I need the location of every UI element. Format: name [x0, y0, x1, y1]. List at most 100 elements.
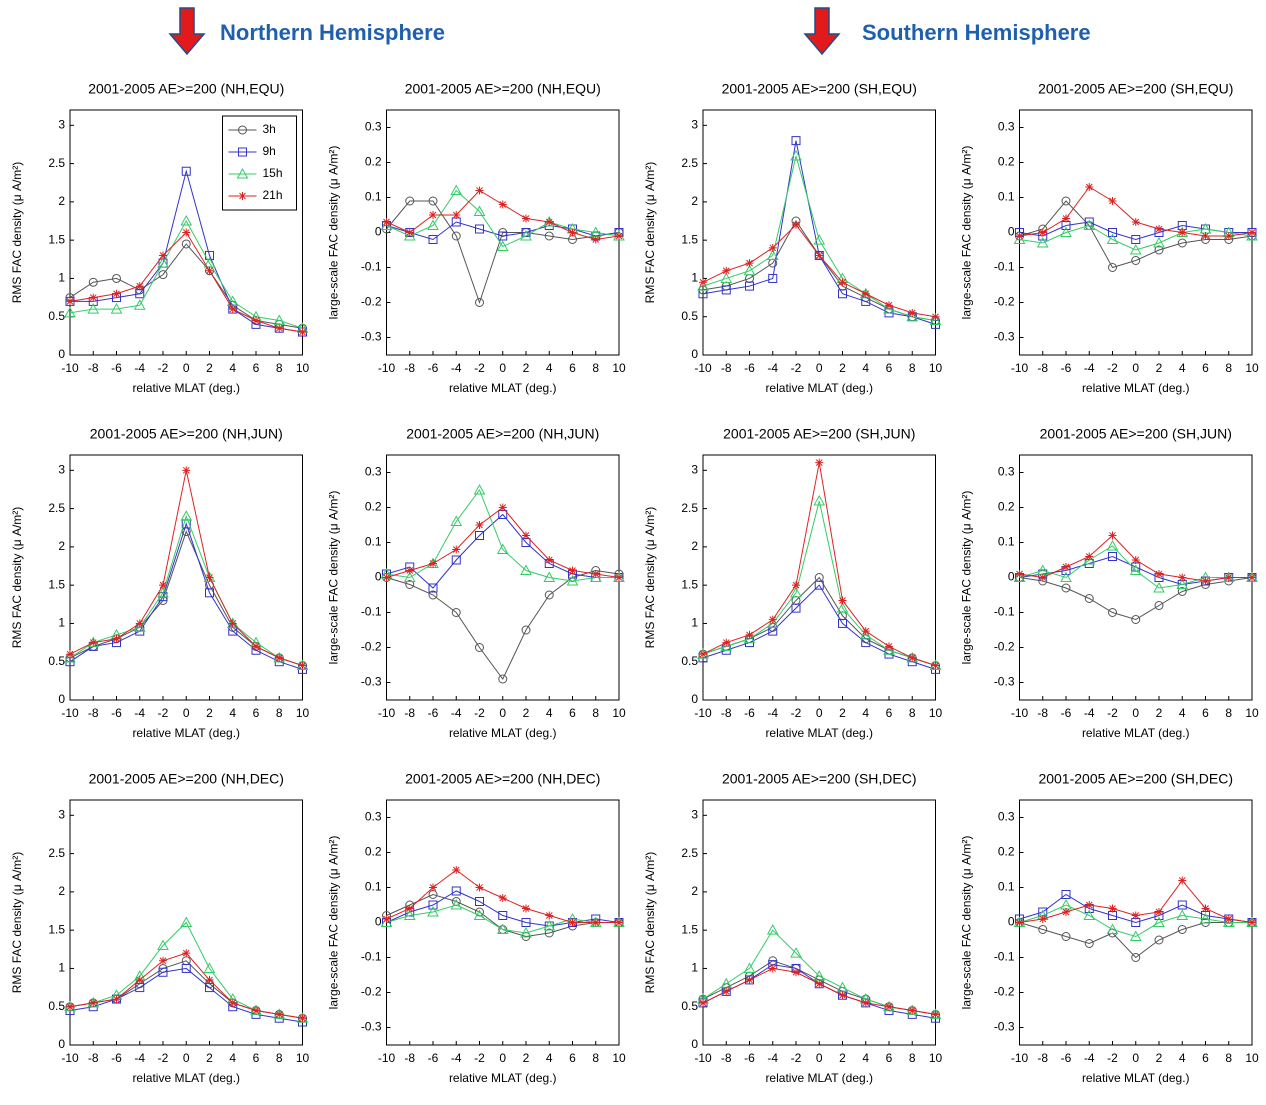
marker	[743, 264, 756, 276]
panel: 2001-2005 AE>=200 (NH,EQU) -0.3 -0.2 -0.1 0 0…	[327, 81, 626, 395]
y-tick-label: 3	[691, 462, 698, 476]
marker	[1155, 225, 1163, 233]
marker	[475, 521, 484, 529]
x-axis-label: relative MLAT (deg.)	[765, 1071, 873, 1085]
marker	[473, 483, 486, 495]
y-tick-label: -0.3	[994, 330, 1015, 344]
series-line	[70, 169, 303, 333]
chart-title: 2001-2005 AE>=200 (SH,JUN)	[1040, 426, 1232, 442]
marker	[451, 886, 461, 896]
x-tick-label: 6	[253, 1051, 260, 1065]
marker	[1153, 236, 1165, 248]
marker	[522, 531, 530, 540]
marker	[545, 218, 554, 226]
marker	[428, 900, 438, 910]
x-tick-label: 10	[929, 361, 943, 375]
x-tick-label: 6	[569, 1051, 576, 1065]
marker	[906, 310, 919, 322]
marker	[1154, 935, 1164, 945]
marker	[1061, 890, 1071, 899]
x-tick-label: 10	[1245, 706, 1259, 720]
series-line	[386, 904, 619, 934]
marker	[522, 904, 530, 913]
marker	[1015, 570, 1024, 578]
x-axis-label: relative MLAT (deg.)	[1082, 381, 1190, 395]
marker	[1155, 570, 1163, 578]
series-line	[702, 967, 936, 1015]
x-tick-label: 6	[1202, 1051, 1209, 1065]
panel: 2001-2005 AE>=200 (SH,JUN) -0.3 -0.2 -0.1 0 0…	[960, 426, 1259, 740]
x-tick-label: 6	[886, 361, 893, 375]
marker	[522, 214, 530, 223]
series-line	[386, 569, 620, 680]
x-tick-label: 10	[296, 706, 310, 720]
y-tick-label: -0.1	[361, 260, 382, 274]
marker	[452, 545, 461, 554]
y-tick-label: 1	[691, 271, 698, 285]
marker	[1108, 263, 1117, 272]
marker	[1108, 531, 1117, 540]
marker	[475, 224, 484, 234]
series-line	[69, 522, 303, 670]
x-tick-label: -6	[1061, 1051, 1072, 1065]
marker	[791, 603, 801, 613]
x-axis-label: relative MLAT (deg.)	[132, 381, 240, 395]
marker	[405, 566, 414, 575]
marker	[1061, 196, 1071, 206]
x-tick-label: -10	[378, 706, 396, 720]
marker	[403, 909, 416, 920]
marker	[452, 211, 461, 219]
marker	[87, 303, 100, 314]
series-line	[702, 964, 936, 1019]
marker	[89, 293, 98, 302]
x-tick-label: 0	[183, 706, 190, 720]
marker	[1083, 219, 1096, 230]
y-tick-label: 1.5	[48, 232, 65, 246]
x-tick-label: 2	[1156, 1051, 1163, 1065]
x-tick-label: -4	[767, 706, 778, 720]
x-tick-label: 6	[569, 361, 576, 375]
panel: 2001-2005 AE>=200 (SH,DEC) -0.3 -0.2 -0.1 0 0…	[960, 771, 1259, 1085]
y-axis-label: large-scale FAC density (μ A/m²)	[960, 146, 974, 320]
x-tick-label: -8	[404, 1051, 415, 1065]
marker	[1131, 911, 1140, 920]
panel: 2001-2005 AE>=200 (NH,DEC) 0 0.5 1 1.5 2 2.5 3 -…	[10, 771, 309, 1085]
header-right: Southern Hemisphere	[862, 20, 1091, 45]
marker	[228, 305, 237, 314]
marker	[1129, 930, 1142, 941]
marker	[450, 184, 463, 195]
x-tick-label: 0	[1132, 706, 1139, 720]
y-tick-label: 2.5	[681, 156, 698, 170]
marker	[1083, 909, 1096, 920]
series-line	[386, 221, 620, 241]
x-tick-label: 2	[839, 361, 846, 375]
x-axis-label: relative MLAT (deg.)	[449, 381, 557, 395]
x-tick-label: 10	[1245, 1051, 1259, 1065]
marker	[112, 995, 121, 1004]
marker	[428, 235, 438, 244]
x-axis-label: relative MLAT (deg.)	[449, 1071, 557, 1085]
x-tick-label: 8	[592, 361, 599, 375]
y-tick-label: 2	[691, 194, 698, 208]
legend-marker	[238, 147, 247, 157]
marker	[498, 200, 507, 209]
x-tick-label: 2	[206, 361, 213, 375]
panel: 2001-2005 AE>=200 (SH,EQU) 0 0.5 1 1.5 2 2.5 3 -…	[643, 81, 942, 395]
marker	[1177, 925, 1187, 934]
marker	[615, 918, 623, 927]
x-tick-label: 8	[276, 361, 283, 375]
chart-title: 2001-2005 AE>=200 (NH,JUN)	[406, 426, 599, 442]
y-tick-label: 2	[58, 194, 65, 208]
plot-frame	[1019, 109, 1253, 356]
series-line	[69, 960, 303, 1019]
marker	[1155, 908, 1163, 916]
marker	[1176, 909, 1189, 920]
y-tick-label: 0.5	[48, 309, 65, 323]
y-tick-label: 0.2	[998, 845, 1015, 859]
series-line	[1019, 200, 1253, 269]
marker	[815, 458, 824, 467]
marker	[1131, 235, 1141, 244]
x-tick-label: 8	[1225, 706, 1232, 720]
series-line	[702, 500, 936, 667]
marker	[745, 259, 754, 268]
